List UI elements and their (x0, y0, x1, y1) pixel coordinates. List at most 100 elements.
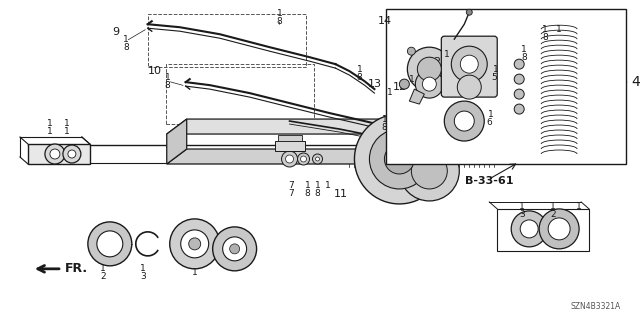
Circle shape (230, 244, 239, 254)
Text: 1: 1 (488, 109, 494, 119)
Text: SZN4B3321A: SZN4B3321A (571, 302, 621, 311)
Polygon shape (167, 119, 389, 134)
Text: 7: 7 (289, 189, 294, 198)
Circle shape (355, 114, 444, 204)
Circle shape (399, 79, 410, 89)
Text: 1: 1 (519, 203, 525, 211)
Circle shape (88, 222, 132, 266)
Text: 5: 5 (492, 73, 497, 82)
Circle shape (422, 77, 436, 91)
Text: 12: 12 (428, 57, 442, 67)
Polygon shape (410, 89, 424, 104)
Polygon shape (167, 149, 389, 164)
Circle shape (97, 231, 123, 257)
Text: 8: 8 (356, 73, 362, 82)
Circle shape (451, 46, 487, 82)
Circle shape (408, 47, 451, 91)
Text: 12: 12 (393, 82, 408, 92)
Circle shape (399, 141, 460, 201)
Circle shape (514, 74, 524, 84)
Text: 1: 1 (576, 203, 582, 211)
Bar (278, 135, 301, 141)
Circle shape (180, 230, 209, 258)
Circle shape (454, 111, 474, 131)
Polygon shape (369, 119, 389, 164)
Text: 1: 1 (305, 182, 310, 190)
Text: 1: 1 (444, 50, 450, 59)
Text: 13: 13 (367, 79, 381, 89)
Text: 1: 1 (123, 35, 129, 44)
Circle shape (444, 101, 484, 141)
Circle shape (189, 238, 201, 250)
Circle shape (301, 156, 307, 162)
Text: 1: 1 (100, 264, 106, 273)
Text: 1: 1 (521, 45, 527, 54)
Text: 3: 3 (140, 272, 146, 281)
Text: 8: 8 (276, 17, 282, 26)
Circle shape (369, 129, 429, 189)
Circle shape (514, 59, 524, 69)
Text: 1: 1 (64, 127, 70, 136)
Circle shape (514, 104, 524, 114)
Text: 7: 7 (289, 182, 294, 190)
Circle shape (282, 151, 298, 167)
Circle shape (520, 220, 538, 238)
Circle shape (415, 70, 444, 98)
Text: 14: 14 (378, 16, 392, 26)
Bar (387, 9, 626, 164)
Text: 1: 1 (47, 119, 52, 128)
Text: 1: 1 (493, 65, 499, 74)
Circle shape (408, 47, 415, 55)
Text: 1: 1 (556, 25, 562, 34)
Text: 1: 1 (47, 127, 52, 136)
Polygon shape (167, 119, 187, 164)
Circle shape (298, 153, 310, 165)
Text: 1: 1 (550, 203, 556, 211)
Circle shape (548, 218, 570, 240)
Polygon shape (28, 144, 90, 164)
Text: 2: 2 (100, 272, 106, 281)
Text: 4: 4 (631, 75, 640, 89)
Circle shape (316, 157, 319, 161)
Circle shape (312, 154, 323, 164)
Circle shape (223, 237, 246, 261)
Circle shape (417, 57, 442, 81)
Text: 8: 8 (381, 122, 387, 131)
Text: 1: 1 (387, 88, 393, 97)
Circle shape (458, 75, 481, 99)
Bar (166, 64, 314, 124)
Text: 11: 11 (333, 189, 348, 199)
Text: 3: 3 (519, 211, 525, 219)
Circle shape (511, 211, 547, 247)
FancyBboxPatch shape (442, 36, 497, 97)
Text: 1: 1 (324, 182, 330, 190)
Bar (275, 141, 305, 151)
Circle shape (412, 153, 447, 189)
Text: 8: 8 (521, 53, 527, 62)
Text: 1: 1 (410, 75, 415, 84)
Text: FR.: FR. (65, 262, 88, 275)
Circle shape (467, 9, 472, 15)
Text: 6: 6 (486, 118, 492, 127)
Text: 8: 8 (315, 189, 321, 198)
Text: B-33-61: B-33-61 (465, 176, 513, 186)
Text: 1: 1 (381, 115, 387, 123)
Text: 8: 8 (305, 189, 310, 198)
Text: 8: 8 (542, 33, 548, 42)
Circle shape (68, 150, 76, 158)
Text: 1: 1 (64, 119, 70, 128)
Circle shape (45, 144, 65, 164)
Circle shape (285, 155, 294, 163)
Text: 1: 1 (165, 73, 171, 82)
Text: 1: 1 (542, 25, 548, 34)
Text: 8: 8 (123, 43, 129, 52)
Text: 1: 1 (140, 264, 146, 273)
Text: 1: 1 (356, 65, 362, 74)
Circle shape (460, 55, 478, 73)
Circle shape (63, 145, 81, 163)
Circle shape (50, 149, 60, 159)
Text: 1: 1 (276, 9, 282, 18)
Circle shape (170, 219, 220, 269)
Text: 1: 1 (315, 182, 321, 190)
Text: 10: 10 (148, 66, 162, 76)
